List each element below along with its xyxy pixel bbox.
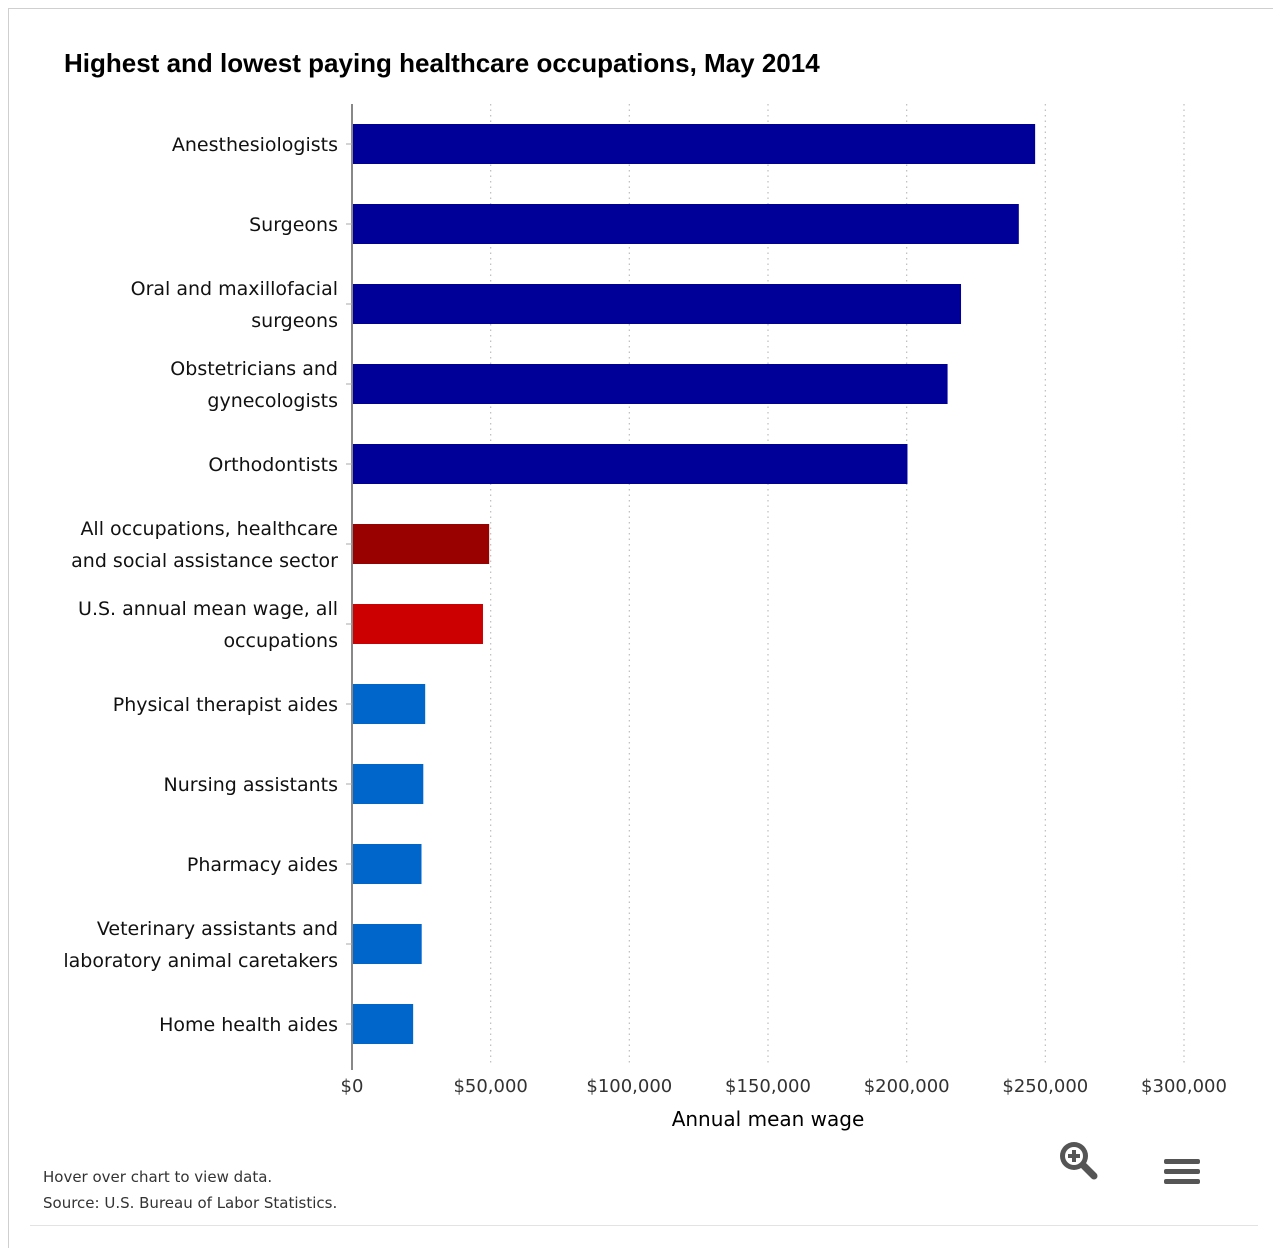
x-tick-label: $250,000 <box>1002 1076 1088 1097</box>
bar[interactable] <box>352 764 424 804</box>
category-label: All occupations, healthcare <box>80 518 338 540</box>
bar-series[interactable] <box>352 124 1036 1044</box>
category-label: Physical therapist aides <box>113 694 338 716</box>
hover-note: Hover over chart to view data. <box>43 1168 273 1186</box>
bar[interactable] <box>352 524 490 564</box>
x-tick-label: $300,000 <box>1141 1076 1227 1097</box>
x-tick-label: $100,000 <box>586 1076 672 1097</box>
category-labels: Anesthesiologists Surgeons Oral and maxill… <box>63 134 338 1036</box>
category-label: Orthodontists <box>208 454 338 476</box>
category-label: occupations <box>223 630 338 652</box>
category-label: Veterinary assistants and <box>97 918 338 940</box>
zoom-in-icon[interactable] <box>1056 1138 1100 1182</box>
x-tick-label: $0 <box>341 1076 364 1097</box>
chart-frame <box>8 8 1273 1248</box>
category-label: and social assistance sector <box>71 550 338 572</box>
grid-lines <box>490 104 1185 1064</box>
x-tick-label: $200,000 <box>864 1076 950 1097</box>
category-label: gynecologists <box>207 390 338 412</box>
category-label: Anesthesiologists <box>172 134 338 156</box>
bar[interactable] <box>352 444 908 484</box>
category-label: surgeons <box>251 310 338 332</box>
bar[interactable] <box>352 684 426 724</box>
hamburger-menu-icon[interactable] <box>1162 1156 1202 1190</box>
category-label: U.S. annual mean wage, all <box>78 598 338 620</box>
x-tick-label: $150,000 <box>725 1076 811 1097</box>
footer-divider <box>30 1225 1258 1226</box>
category-label: laboratory animal caretakers <box>63 950 338 972</box>
axes <box>346 104 353 1070</box>
bar[interactable] <box>352 924 422 964</box>
category-label: Pharmacy aides <box>187 854 338 876</box>
bar[interactable] <box>352 284 962 324</box>
bar[interactable] <box>352 1004 414 1044</box>
bar[interactable] <box>352 124 1036 164</box>
category-label: Surgeons <box>249 214 338 236</box>
bar[interactable] <box>352 204 1019 244</box>
x-tick-labels: $0 $50,000 $100,000 $150,000 $200,000 $250,00… <box>341 1076 1227 1097</box>
category-label: Oral and maxillofacial <box>131 278 338 300</box>
category-label: Obstetricians and <box>170 358 338 380</box>
bar[interactable] <box>352 364 948 404</box>
category-label: Nursing assistants <box>164 774 339 796</box>
bar[interactable] <box>352 604 483 644</box>
chart-title: Highest and lowest paying healthcare occ… <box>64 48 820 78</box>
x-axis-label: Annual mean wage <box>672 1107 865 1131</box>
source-note: Source: U.S. Bureau of Labor Statistics. <box>43 1194 338 1212</box>
category-label: Home health aides <box>159 1014 338 1036</box>
x-tick-label: $50,000 <box>453 1076 527 1097</box>
bar[interactable] <box>352 844 422 884</box>
